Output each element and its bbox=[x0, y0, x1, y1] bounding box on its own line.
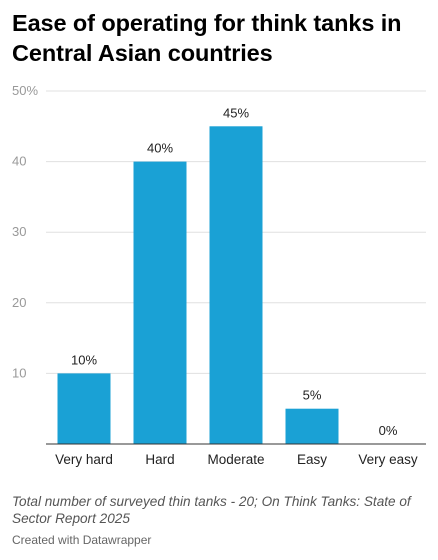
x-tick-label: Easy bbox=[297, 452, 327, 467]
bar bbox=[209, 126, 263, 445]
y-tick-label: 50% bbox=[12, 83, 38, 98]
x-tick-label: Very easy bbox=[358, 452, 418, 467]
data-label: 5% bbox=[303, 388, 322, 403]
source-note: Total number of surveyed thin tanks - 20… bbox=[12, 494, 411, 526]
data-label: 45% bbox=[223, 105, 249, 120]
chart-title: Ease of operating for think tanks in Cen… bbox=[12, 10, 402, 66]
y-tick-label: 30 bbox=[12, 224, 26, 239]
x-tick-label: Very hard bbox=[55, 452, 113, 467]
data-label: 40% bbox=[147, 141, 173, 156]
y-tick-label: 40 bbox=[12, 154, 26, 169]
bar bbox=[285, 408, 339, 444]
bar bbox=[133, 161, 187, 444]
y-tick-label: 10 bbox=[12, 365, 26, 380]
x-tick-label: Hard bbox=[145, 452, 174, 467]
data-label: 0% bbox=[379, 423, 398, 438]
bar-chart: 10 20 30 40 50% 10% Very hard 40% Hard 45% Moderat… bbox=[12, 83, 426, 467]
data-label: 10% bbox=[71, 352, 97, 367]
bar bbox=[57, 373, 111, 444]
x-tick-label: Moderate bbox=[207, 452, 264, 467]
y-tick-label: 20 bbox=[12, 295, 26, 310]
datawrapper-credit: Created with Datawrapper bbox=[12, 533, 152, 547]
